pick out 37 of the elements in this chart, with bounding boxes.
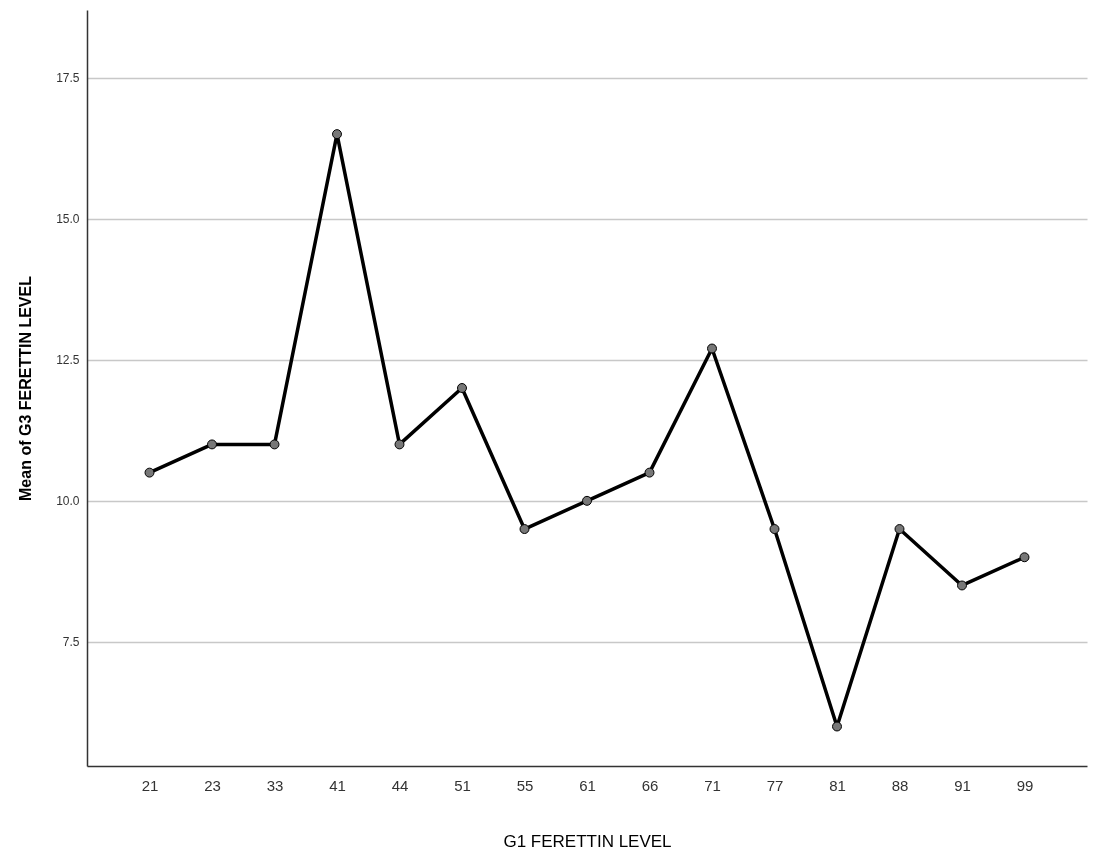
x-tick-label: 21 [141,776,159,794]
x-tick-label: 61 [579,776,596,794]
point [144,467,155,478]
point [207,439,217,450]
y-tick-label: 15.0 [56,212,80,227]
point [582,495,592,506]
point [519,524,530,535]
y-tick-label: 17.5 [56,71,80,86]
x-tick-label: 23 [204,776,221,794]
point [644,467,655,478]
point [269,439,280,450]
x-tick-label: 66 [641,776,659,794]
x-axis-title: G1 FERETTIN LEVEL [503,831,672,851]
point [707,343,717,354]
point [394,439,405,450]
x-tick-label: 33 [266,776,284,794]
x-tick-label: 88 [891,776,909,794]
x-tick-label: 77 [766,776,784,794]
point [332,129,342,140]
x-tick-label: 99 [1016,776,1034,794]
point [957,580,967,591]
point [832,721,842,732]
y-axis-title: Mean of G3 FERETTIN LEVEL [17,275,35,501]
x-tick-label: 51 [454,776,471,794]
point [894,524,905,535]
y-tick-label: 10.0 [56,494,80,509]
x-tick-label: 55 [516,776,534,794]
point [457,383,467,393]
y-tick-label: 7.5 [62,635,80,650]
point [769,524,780,535]
x-tick-label: 71 [704,776,721,794]
x-tick-label: 44 [391,776,409,794]
point [1019,552,1030,563]
x-tick-label: 81 [829,776,846,794]
x-tick-label: 91 [954,776,971,794]
x-tick-label: 41 [329,776,346,794]
y-tick-label: 12.5 [56,353,80,368]
